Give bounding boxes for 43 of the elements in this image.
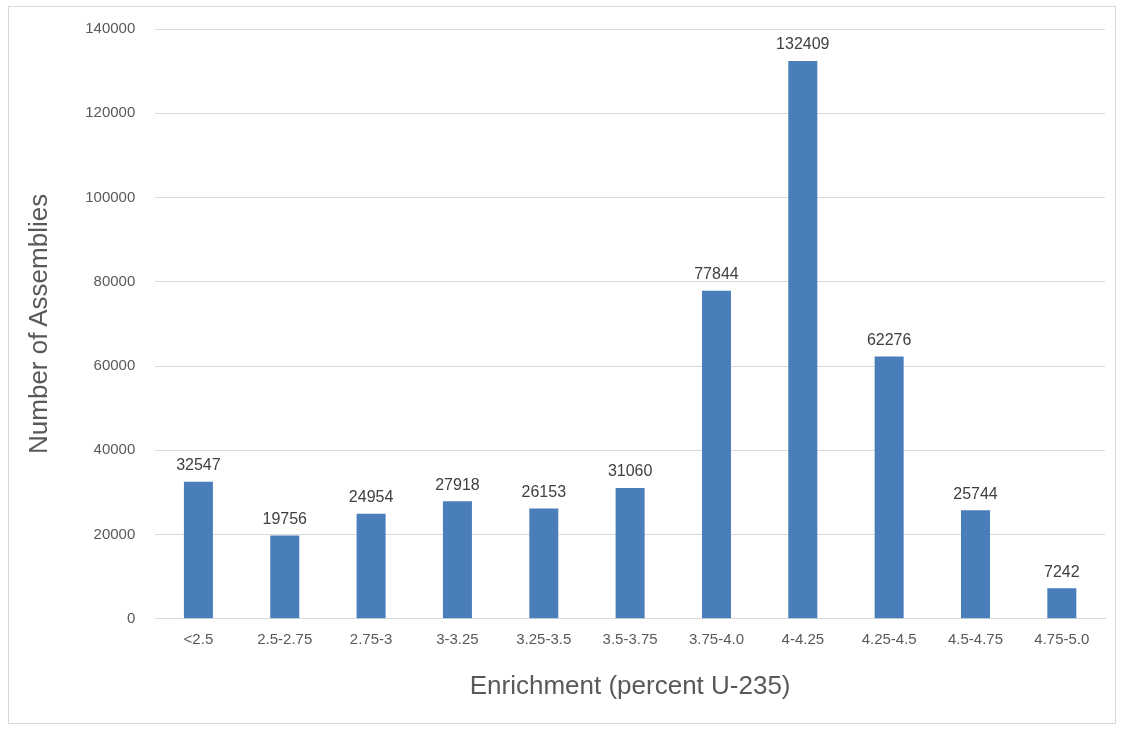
x-tick-label: 3.75-4.0 [688,629,744,647]
bar [1047,588,1077,619]
y-tick-label: 0 [126,608,136,626]
data-label: 77844 [694,265,739,283]
x-axis-title: Enrichment (percent U-235) [469,669,791,700]
x-tick-label: 4.25-4.5 [861,629,917,647]
x-tick-label: 4.5-4.75 [947,629,1004,647]
x-tick-label: 3-3.25 [436,629,479,647]
data-label: 7242 [1044,562,1080,580]
data-label: 32547 [176,456,221,474]
x-tick-label: <2.5 [183,629,214,647]
bar [356,513,386,619]
data-label: 132409 [776,35,830,53]
bar [874,356,904,619]
y-tick-label: 140000 [85,19,136,37]
data-label: 31060 [607,462,653,480]
y-tick-label: 80000 [93,271,136,289]
bar [270,535,300,619]
x-tick-label: 3.5-3.75 [602,629,658,647]
x-tick-label: 3.25-3.5 [516,629,572,647]
data-label: 62276 [866,330,912,348]
data-label: 25744 [953,484,998,502]
data-label: 24954 [348,488,394,506]
data-label: 27918 [435,475,480,493]
bar [960,510,990,619]
bar [183,481,213,619]
x-tick-label: 2.75-3 [349,629,393,647]
y-tick-label: 60000 [93,356,136,374]
y-tick-label: 100000 [85,187,136,205]
y-axis-title: Number of Assemblies [22,193,53,454]
x-tick-label: 4-4.25 [781,629,825,647]
bar [529,508,559,619]
bar [788,60,818,619]
y-tick-label: 20000 [93,524,136,542]
data-label: 26153 [521,483,567,501]
bar [615,487,645,619]
x-tick-label: 2.5-2.75 [257,629,313,647]
x-tick-label: 4.75-5.0 [1034,629,1090,647]
y-tick-label: 120000 [85,103,136,121]
y-tick-label: 40000 [93,440,136,458]
bar [701,290,731,619]
data-label: 19756 [262,509,308,527]
bar [442,501,472,619]
